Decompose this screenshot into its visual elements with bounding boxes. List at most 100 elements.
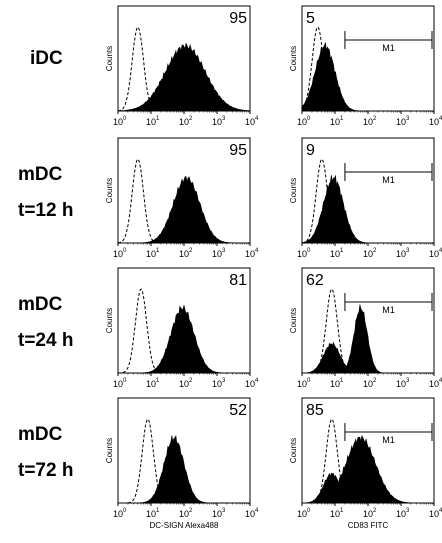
x-tick-exponent: 4 — [255, 248, 259, 254]
x-tick-label: 10 — [429, 249, 439, 259]
x-tick-exponent: 0 — [123, 116, 127, 122]
row-label-0-line1: iDC — [30, 48, 63, 69]
x-tick-label: 10 — [297, 117, 307, 127]
x-tick-exponent: 4 — [439, 116, 442, 122]
gate-label: M1 — [382, 305, 395, 315]
x-tick-exponent: 4 — [439, 248, 442, 254]
x-tick-exponent: 0 — [307, 378, 311, 384]
x-tick-label: 10 — [363, 249, 373, 259]
percent-positive-value: 85 — [306, 402, 324, 419]
x-tick-exponent: 3 — [222, 508, 226, 514]
x-tick-label: 10 — [396, 117, 406, 127]
x-tick-label: 10 — [179, 509, 189, 519]
x-tick-exponent: 4 — [255, 378, 259, 384]
x-tick-exponent: 1 — [340, 248, 344, 254]
x-tick-label: 10 — [363, 117, 373, 127]
x-tick-exponent: 0 — [123, 378, 127, 384]
percent-positive-value: 81 — [229, 272, 247, 289]
x-tick-exponent: 2 — [189, 116, 193, 122]
x-tick-label: 10 — [113, 249, 123, 259]
x-tick-label: 10 — [113, 117, 123, 127]
x-tick-exponent: 1 — [156, 508, 160, 514]
x-tick-exponent: 3 — [406, 508, 410, 514]
x-tick-label: 10 — [363, 379, 373, 389]
x-tick-exponent: 1 — [156, 116, 160, 122]
x-tick-label: 10 — [396, 249, 406, 259]
x-tick-label: 10 — [212, 379, 222, 389]
percent-positive-value: 52 — [229, 402, 247, 419]
stained-histogram — [117, 42, 251, 112]
y-axis-label: Counts — [105, 178, 114, 203]
percent-positive-value: 9 — [306, 142, 315, 159]
x-tick-label: 10 — [297, 379, 307, 389]
x-tick-exponent: 2 — [189, 378, 193, 384]
y-axis-label: Counts — [289, 178, 298, 203]
row-label-1: mDC t=12 h — [18, 164, 73, 222]
x-tick-exponent: 1 — [156, 248, 160, 254]
x-tick-label: 10 — [330, 249, 340, 259]
x-tick-label: 10 — [396, 509, 406, 519]
isotype-control-curve — [117, 26, 250, 112]
x-tick-exponent: 0 — [123, 508, 127, 514]
x-tick-label: 10 — [330, 379, 340, 389]
row-label-0: iDC — [30, 48, 63, 70]
x-tick-exponent: 1 — [340, 116, 344, 122]
x-tick-label: 10 — [146, 249, 156, 259]
x-tick-exponent: 2 — [373, 508, 377, 514]
percent-positive-value: 62 — [306, 272, 324, 289]
x-tick-exponent: 4 — [439, 378, 442, 384]
x-tick-label: 10 — [363, 509, 373, 519]
x-axis-label: DC-SIGN Alexa488 — [150, 521, 219, 530]
x-tick-label: 10 — [429, 509, 439, 519]
x-tick-exponent: 0 — [307, 116, 311, 122]
row-label-2-line1: mDC — [18, 294, 63, 315]
x-tick-label: 10 — [146, 117, 156, 127]
x-tick-exponent: 1 — [156, 378, 160, 384]
gate-label: M1 — [382, 43, 395, 53]
x-tick-exponent: 4 — [255, 508, 259, 514]
x-tick-exponent: 2 — [373, 378, 377, 384]
x-tick-label: 10 — [245, 509, 255, 519]
isotype-control-curve — [118, 418, 250, 504]
row-label-1-line2: t=12 h — [18, 200, 74, 221]
x-axis-label: CD83 FITC — [348, 521, 389, 530]
x-tick-label: 10 — [212, 509, 222, 519]
isotype-control-curve — [118, 288, 250, 374]
isotype-control-curve — [117, 158, 250, 244]
y-axis-label: Counts — [289, 438, 298, 463]
y-axis-label: Counts — [105, 46, 114, 71]
x-tick-label: 10 — [179, 249, 189, 259]
x-tick-exponent: 3 — [406, 378, 410, 384]
x-tick-exponent: 0 — [123, 248, 127, 254]
x-tick-exponent: 4 — [439, 508, 442, 514]
x-tick-label: 10 — [179, 379, 189, 389]
x-tick-label: 10 — [429, 117, 439, 127]
x-tick-label: 10 — [212, 117, 222, 127]
gate-label: M1 — [382, 175, 395, 185]
row-label-3-line2: t=72 h — [18, 460, 74, 481]
x-tick-label: 10 — [297, 249, 307, 259]
x-tick-exponent: 2 — [189, 248, 193, 254]
x-tick-exponent: 1 — [340, 378, 344, 384]
isotype-control-curve — [302, 418, 434, 504]
stained-histogram — [118, 434, 250, 504]
x-tick-label: 10 — [113, 379, 123, 389]
isotype-control-curve — [302, 288, 434, 374]
stained-histogram — [301, 174, 434, 244]
x-tick-label: 10 — [245, 117, 255, 127]
x-tick-label: 10 — [179, 117, 189, 127]
x-tick-label: 10 — [330, 509, 340, 519]
x-tick-label: 10 — [396, 379, 406, 389]
stained-histogram — [118, 175, 250, 244]
x-tick-label: 10 — [245, 379, 255, 389]
x-tick-label: 10 — [113, 509, 123, 519]
x-tick-exponent: 3 — [406, 248, 410, 254]
percent-positive-value: 95 — [229, 142, 247, 159]
percent-positive-value: 95 — [229, 10, 247, 27]
